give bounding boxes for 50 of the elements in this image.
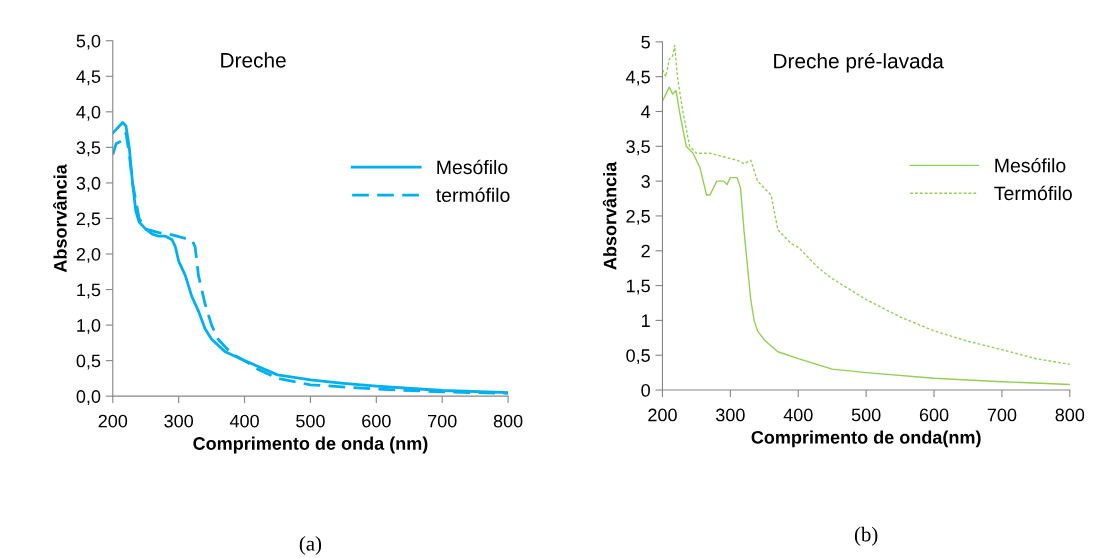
- x-tick-label: 600: [919, 408, 949, 422]
- x-axis-title: Comprimento de onda (nm): [193, 436, 428, 454]
- x-tick-label: 800: [1055, 408, 1085, 422]
- legend-label: Mesófilo: [995, 157, 1066, 173]
- legend-label: Mesófilo: [437, 159, 508, 175]
- y-tick-label: 0: [641, 383, 650, 397]
- text: (a): [299, 536, 322, 555]
- x-tick-label: 300: [715, 408, 745, 422]
- y-axis-title: Absorvância: [602, 161, 617, 270]
- x-tick-label: 200: [648, 408, 677, 422]
- y-tick-label: 4,0: [76, 105, 101, 121]
- y-tick-label: 2,0: [76, 247, 101, 263]
- x-tick-label: 400: [229, 414, 259, 428]
- x-tick-label: 500: [296, 414, 325, 428]
- x-tick-label: 800: [493, 414, 523, 428]
- y-tick-label: 1,0: [77, 319, 101, 334]
- x-tick-label: 400: [783, 408, 813, 422]
- legend-label: Termófilo: [994, 185, 1072, 201]
- y-tick-label: 0,5: [76, 354, 101, 370]
- x-tick-label: 200: [98, 414, 128, 428]
- text: (b): [854, 526, 878, 546]
- x-tick-label: 600: [362, 414, 391, 428]
- y-axis-title: Absorvância: [53, 164, 67, 273]
- y-tick-label: 2: [641, 244, 650, 258]
- x-axis-title: Comprimento de onda(nm): [751, 430, 981, 448]
- x-tick-label: 300: [164, 414, 194, 428]
- y-tick-label: 1,5: [626, 279, 650, 295]
- y-tick-label: 2,5: [626, 209, 650, 225]
- y-tick-label: 5: [641, 35, 650, 49]
- y-tick-label: 5,0: [76, 34, 101, 50]
- y-tick-label: 0,0: [76, 390, 101, 406]
- y-tick-label: 4: [641, 105, 651, 119]
- y-tick-label: 3,5: [76, 141, 101, 157]
- y-tick-label: 1,5: [77, 283, 101, 299]
- x-tick-label: 700: [428, 414, 457, 428]
- line-series: [662, 86, 1070, 386]
- x-tick-label: 500: [851, 408, 881, 422]
- line-series: [662, 44, 1070, 365]
- y-tick-label: 0,5: [626, 349, 650, 365]
- y-tick-label: 3: [641, 175, 650, 188]
- chart-title: Dreche: [221, 52, 286, 68]
- y-tick-label: 3,5: [626, 140, 650, 156]
- y-tick-label: 2,5: [76, 212, 101, 228]
- legend-label: termófilo: [436, 187, 510, 203]
- y-tick-label: 1: [642, 314, 650, 327]
- y-tick-label: 4,5: [76, 70, 101, 86]
- x-tick-label: 700: [987, 408, 1017, 422]
- text: Dreche pré-lavada: [774, 52, 944, 73]
- y-tick-label: 4,5: [625, 70, 650, 86]
- y-tick-label: 3,0: [76, 176, 101, 192]
